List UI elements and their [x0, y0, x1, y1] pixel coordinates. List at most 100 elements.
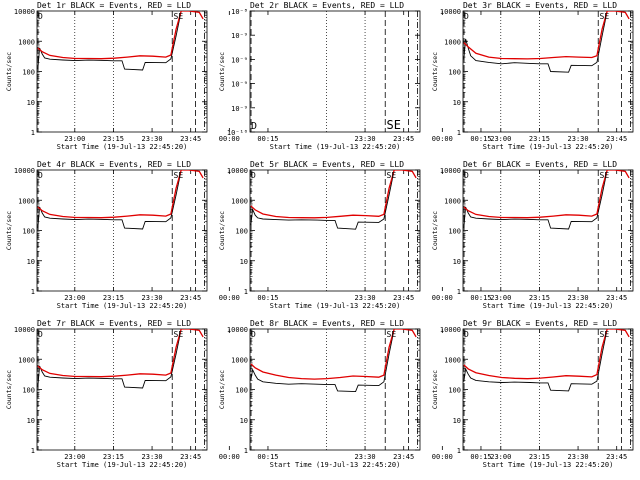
- chart-title: Det 1r BLACK = Events, RED = LLD: [37, 1, 191, 10]
- y-tick-label: 10000: [227, 167, 248, 175]
- chart-title: Det 9r BLACK = Events, RED = LLD: [463, 319, 617, 328]
- y-tick-label: 1: [457, 447, 461, 455]
- y-axis-title: Counts/sec: [218, 52, 226, 91]
- chart-panel-3: Det 3r BLACK = Events, RED = LLD 1 10 100 10…: [431, 1, 634, 151]
- x-tick-label: 00:15: [257, 453, 278, 461]
- x-tick-label: 23:45: [606, 453, 627, 461]
- x-tick-label: 00:15: [257, 135, 278, 143]
- plot-frame: [249, 10, 421, 133]
- y-tick-label: 10: [240, 417, 248, 425]
- x-tick-label: 23:15: [529, 294, 550, 302]
- y-tick-label: 1000: [18, 197, 35, 205]
- y-tick-label: 1: [31, 447, 35, 455]
- annotation-d: D: [464, 330, 469, 339]
- series-line-events: [37, 170, 182, 230]
- y-tick-label: 10000: [14, 167, 35, 175]
- x-tick-label: 23:30: [142, 453, 163, 461]
- x-tick-label: 23:30: [355, 135, 376, 143]
- x-tick-label: 00:00: [219, 294, 240, 302]
- x-tick-label: 23:45: [393, 294, 414, 302]
- chart-panel-2: Det 2r BLACK = Events, RED = LLD 10⁻¹⁰ 10⁻…: [218, 1, 492, 151]
- x-tick-label: 23:45: [180, 294, 201, 302]
- annotation-d: D: [464, 12, 469, 21]
- x-tick-label: 23:30: [568, 294, 589, 302]
- annotation-se: SE: [174, 330, 184, 339]
- x-tick-label: 23:45: [180, 135, 201, 143]
- y-tick-label: 1000: [231, 197, 248, 205]
- y-axis-title: Counts/sec: [431, 211, 439, 250]
- y-axis-title: Counts/sec: [431, 52, 439, 91]
- x-tick-label: 23:30: [568, 135, 589, 143]
- annotation-d: D: [38, 330, 43, 339]
- x-tick-label: 23:45: [180, 453, 201, 461]
- x-tick-label: 00:00: [432, 453, 453, 461]
- plot-frame: [462, 10, 634, 133]
- y-tick-label: 10000: [440, 167, 461, 175]
- x-axis-title: Start Time (19-Jul-13 22:45:20): [57, 461, 188, 469]
- x-tick-label: 00:15: [470, 294, 491, 302]
- plot-frame: [462, 328, 634, 451]
- x-tick-label: 23:15: [103, 294, 124, 302]
- x-tick-label: 23:00: [490, 294, 511, 302]
- x-tick-label: 00:00: [432, 135, 453, 143]
- series-line-events: [37, 11, 182, 71]
- y-tick-label: 100: [22, 228, 35, 236]
- x-tick-label: 23:45: [393, 135, 414, 143]
- series-line-lld: [37, 11, 204, 60]
- annotation-se: SE: [600, 171, 610, 180]
- x-tick-label: 00:15: [257, 294, 278, 302]
- chart-panel-4: Det 4r BLACK = Events, RED = LLD11010010…: [5, 160, 279, 310]
- series-line-lld: [37, 170, 204, 219]
- y-axis-title: Counts/sec: [431, 370, 439, 409]
- series-line-lld: [250, 170, 417, 219]
- y-tick-label: 10: [240, 258, 248, 266]
- annotation-se: SE: [174, 12, 184, 21]
- chart-panel-9: Det 9r BLACK = Events, RED = LLD 1 10 100 10…: [431, 319, 634, 469]
- y-tick-label: 10000: [440, 326, 461, 334]
- y-tick-label: 10⁻⁸: [231, 8, 248, 16]
- x-tick-label: 00:00: [219, 135, 240, 143]
- annotation-d: D: [251, 330, 256, 339]
- chart-title: Det 7r BLACK = Events, RED = LLD: [37, 319, 191, 328]
- y-tick-label: 1000: [18, 356, 35, 364]
- y-tick-label: 100: [22, 69, 35, 77]
- x-axis-title: Start Time (19-Jul-13 22:45:20): [483, 302, 614, 310]
- y-tick-label: 100: [235, 228, 248, 236]
- annotation-se: SE: [600, 12, 610, 21]
- x-axis-title: Start Time (19-Jul-13 22:45:20): [57, 143, 188, 151]
- y-axis-title: Counts/sec: [218, 370, 226, 409]
- chart-panel-1: Det 1r BLACK = Events, RED = LLD 1 10 100 10…: [5, 1, 279, 151]
- x-tick-label: 23:00: [64, 135, 85, 143]
- x-tick-label: 23:30: [568, 453, 589, 461]
- annotation-d: D: [251, 121, 257, 132]
- x-tick-label: 23:30: [355, 453, 376, 461]
- y-axis-title: Counts/sec: [5, 370, 13, 409]
- y-tick-label: 1: [457, 129, 461, 137]
- y-tick-label: 1: [31, 129, 35, 137]
- annotation-d: D: [38, 12, 43, 21]
- annotation-se: SE: [600, 330, 610, 339]
- annotation-se: SE: [387, 330, 397, 339]
- x-axis-title: Start Time (19-Jul-13 22:45:20): [270, 143, 401, 151]
- x-tick-label: 23:15: [529, 135, 550, 143]
- x-tick-label: 23:30: [142, 294, 163, 302]
- y-tick-label: 10000: [14, 326, 35, 334]
- x-tick-label: 23:15: [103, 135, 124, 143]
- chart-panel-6: Det 6r BLACK = Events, RED = LLD 1 10 100 10…: [431, 160, 634, 310]
- series-line-events: [250, 170, 395, 230]
- y-tick-label: 10⁻⁹: [231, 105, 248, 113]
- y-tick-label: 10⁻⁹: [231, 56, 248, 64]
- y-axis-title: Counts/sec: [218, 211, 226, 250]
- x-tick-label: 00:00: [432, 294, 453, 302]
- chart-title: Det 6r BLACK = Events, RED = LLD: [463, 160, 617, 169]
- x-tick-label: 23:30: [355, 294, 376, 302]
- plot-frame: [36, 10, 208, 133]
- x-tick-label: 23:15: [529, 453, 550, 461]
- y-tick-label: 1: [457, 288, 461, 296]
- y-tick-label: 100: [448, 228, 461, 236]
- series-line-events: [463, 11, 608, 73]
- chart-title: Det 3r BLACK = Events, RED = LLD: [463, 1, 617, 10]
- series-line-events: [250, 329, 395, 393]
- x-axis-title: Start Time (19-Jul-13 22:45:20): [57, 302, 188, 310]
